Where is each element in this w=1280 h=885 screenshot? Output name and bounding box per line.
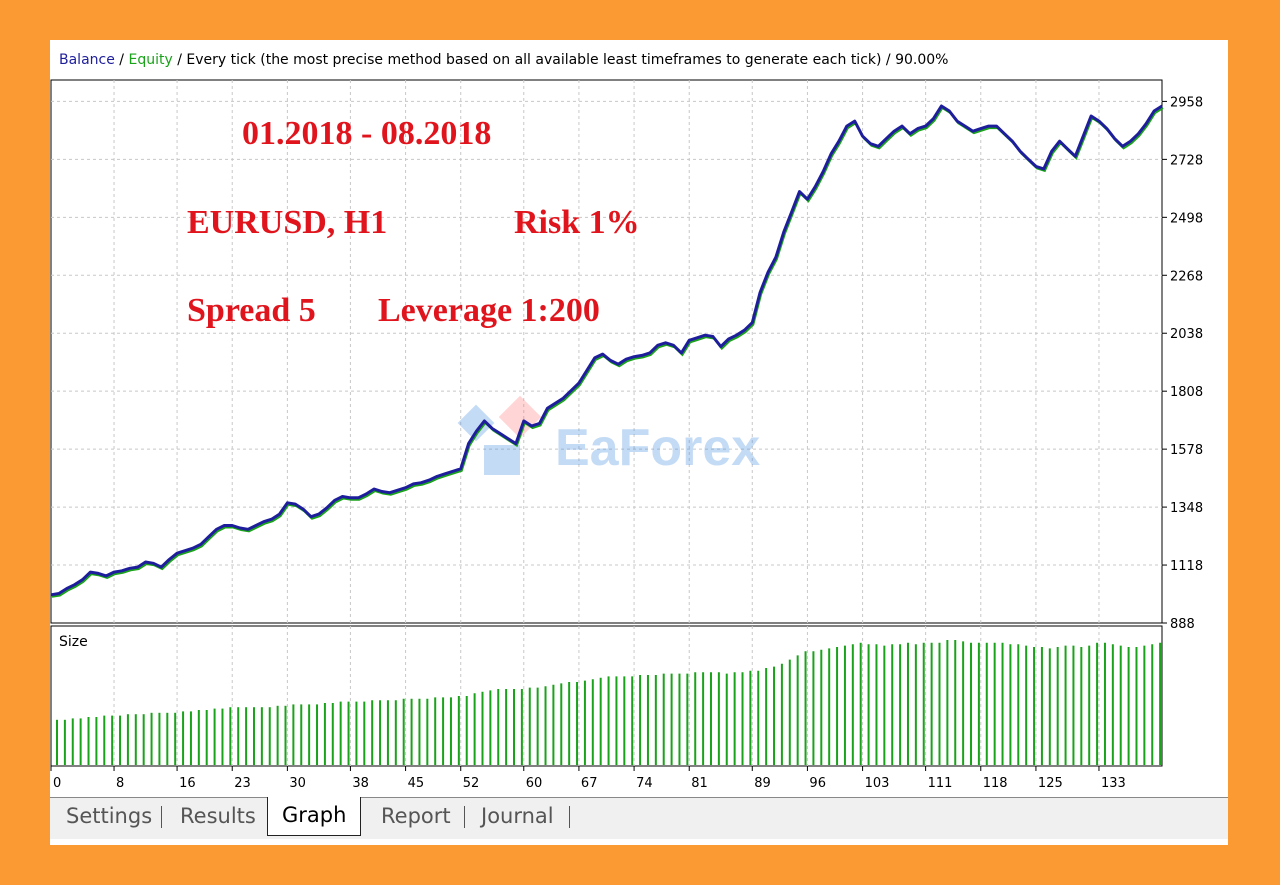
- x-tick-label: 81: [691, 776, 708, 791]
- x-tick-label: 133: [1101, 776, 1126, 791]
- tab-separator: [161, 806, 162, 828]
- tab-settings[interactable]: Settings: [66, 804, 153, 828]
- balance-line: [50, 104, 1163, 597]
- tab-journal[interactable]: Journal: [481, 804, 554, 828]
- test-leverage: Leverage 1:200: [378, 292, 600, 329]
- y-tick-label: 2958: [1170, 95, 1203, 110]
- y-tick-label: 1808: [1170, 385, 1203, 400]
- y-tick-label: 2038: [1170, 327, 1203, 342]
- x-tick-label: 8: [116, 776, 124, 791]
- plot-frame: [50, 79, 1163, 624]
- logo-shape-blue2: [484, 445, 520, 475]
- x-tick-label: 67: [581, 776, 598, 791]
- size-label: Size: [59, 634, 88, 650]
- size-bars: [56, 640, 1162, 765]
- grid: [51, 80, 1162, 623]
- x-tick-label: 74: [636, 776, 653, 791]
- test-symbol: EURUSD, H1: [187, 204, 387, 241]
- logo-shape-blue: [457, 404, 495, 442]
- tester-tabs: Settings Results Graph Report Journal: [50, 797, 1228, 839]
- y-tick-label: 2728: [1170, 153, 1203, 168]
- y-tick-label: 2268: [1170, 269, 1203, 284]
- chart-header: Balance / Equity / Every tick (the most …: [59, 52, 948, 68]
- y-tick-label: 1118: [1170, 559, 1203, 574]
- test-period: 01.2018 - 08.2018: [242, 115, 491, 152]
- header-description: / Every tick (the most precise method ba…: [173, 52, 949, 68]
- x-tick-label: 60: [526, 776, 543, 791]
- y-tick-label: 1578: [1170, 443, 1203, 458]
- balance-legend: Balance: [59, 52, 115, 68]
- x-tick-label: 103: [865, 776, 890, 791]
- equity-line: [51, 106, 1164, 598]
- x-axis: 0 8 16 23 30 38 45 52 60 67 74 81 89 96 103 111 118 125 13…: [50, 766, 1126, 791]
- y-axis: 2958 2728 2498 2268 2038 1808 1578 1348 1118 888: [1162, 95, 1203, 632]
- x-tick-label: 30: [289, 776, 306, 791]
- watermark: EaForex: [457, 395, 760, 477]
- x-tick-label: 23: [234, 776, 251, 791]
- tab-separator: [569, 806, 570, 828]
- tab-report[interactable]: Report: [381, 804, 451, 828]
- x-tick-label: 118: [983, 776, 1008, 791]
- x-tick-label: 89: [754, 776, 771, 791]
- x-tick-label: 0: [53, 776, 61, 791]
- x-tick-label: 45: [408, 776, 425, 791]
- size-grid: [113, 626, 1100, 766]
- x-tick-label: 96: [809, 776, 826, 791]
- x-tick-label: 16: [179, 776, 196, 791]
- y-tick-label: 888: [1170, 617, 1195, 632]
- tab-graph[interactable]: Graph: [267, 797, 362, 836]
- equity-legend: Equity: [128, 52, 172, 68]
- tab-results[interactable]: Results: [180, 804, 256, 828]
- size-chart: Size: [50, 625, 1163, 767]
- test-parameters: 01.2018 - 08.2018 EURUSD, H1 Risk 1% Spr…: [187, 115, 640, 329]
- balance-chart: EaForex 01.2018 - 08.2018 EURUSD, H1 Ris…: [50, 79, 1203, 632]
- watermark-text: EaForex: [555, 419, 760, 477]
- test-spread: Spread 5: [187, 292, 316, 329]
- tab-separator: [464, 806, 465, 828]
- y-tick-label: 2498: [1170, 211, 1203, 226]
- size-frame: [50, 625, 1163, 767]
- x-tick-label: 111: [928, 776, 953, 791]
- chart-area: Balance / Equity / Every tick (the most …: [50, 52, 1203, 791]
- x-tick-label: 38: [352, 776, 369, 791]
- x-tick-label: 125: [1038, 776, 1063, 791]
- series-layer: [50, 104, 1164, 598]
- y-tick-label: 1348: [1170, 501, 1203, 516]
- test-risk: Risk 1%: [514, 204, 640, 241]
- strategy-tester-panel: Balance / Equity / Every tick (the most …: [50, 40, 1228, 845]
- x-tick-label: 52: [463, 776, 480, 791]
